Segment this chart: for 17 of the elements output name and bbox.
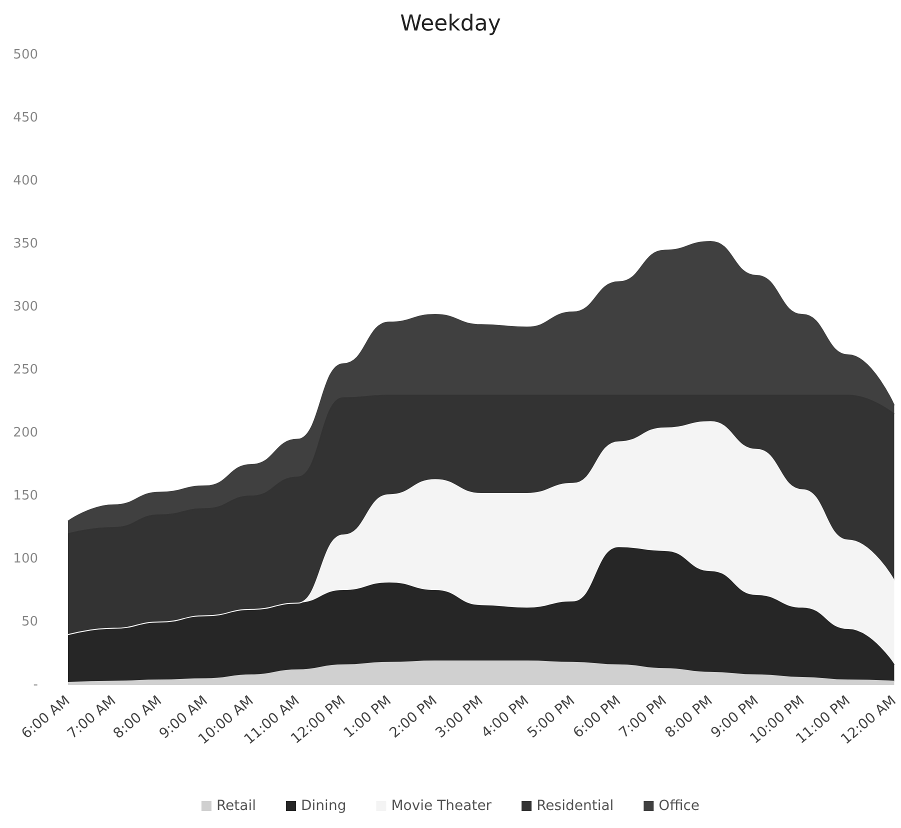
legend-label: Residential — [536, 798, 614, 814]
y-tick-label: 450 — [13, 110, 38, 126]
y-tick-label: 350 — [13, 236, 38, 252]
y-tick-label: - — [33, 678, 38, 692]
y-tick-label: 250 — [13, 362, 38, 378]
y-tick-label: 500 — [13, 48, 38, 62]
y-tick-label: 200 — [13, 426, 38, 440]
y-tick-label: 150 — [13, 488, 38, 504]
y-tick-label: 100 — [13, 552, 38, 566]
y-tick-label: 50 — [21, 614, 38, 630]
y-tick-label: 400 — [13, 174, 38, 188]
legend-label: Office — [658, 798, 700, 814]
legend-label: Dining — [301, 798, 346, 814]
y-tick-label: 300 — [13, 300, 38, 314]
legend-label: Retail — [216, 798, 256, 814]
chart-title: Weekday — [400, 12, 501, 36]
legend-label: Movie Theater — [391, 798, 492, 814]
